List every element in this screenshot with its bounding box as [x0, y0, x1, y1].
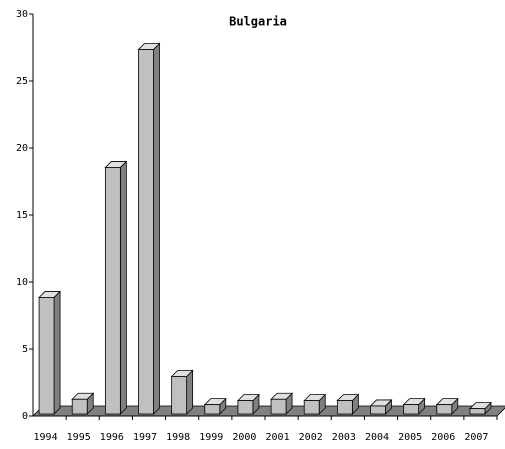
bar-side	[119, 160, 127, 415]
x-tick-label: 2004	[365, 432, 389, 443]
y-tick-label: 25	[16, 76, 28, 87]
x-tick-label: 1998	[166, 432, 190, 443]
bar	[204, 404, 221, 415]
y-tick-label: 10	[16, 277, 28, 288]
x-tick-label: 2005	[398, 432, 422, 443]
bar	[138, 49, 154, 415]
bar	[469, 408, 486, 415]
bar	[436, 404, 453, 415]
x-tick-label: 2007	[464, 432, 488, 443]
y-tick-label: 0	[22, 411, 28, 422]
x-tick-label: 1997	[133, 432, 157, 443]
x-tick-label: 2001	[266, 432, 290, 443]
x-tick-label: 2003	[332, 432, 356, 443]
x-tick-label: 1994	[34, 432, 58, 443]
bar	[104, 167, 121, 415]
x-tick-label: 2002	[299, 432, 323, 443]
x-tick-label: 2006	[431, 432, 455, 443]
y-tick-label: 5	[22, 344, 28, 355]
bar	[270, 398, 287, 415]
bar-side	[186, 369, 194, 415]
bar	[303, 400, 320, 415]
x-tick-label: 1996	[100, 432, 124, 443]
bar	[237, 400, 254, 415]
bar	[171, 376, 188, 415]
x-tick-label: 1995	[67, 432, 91, 443]
bar	[403, 404, 420, 415]
bar	[336, 400, 353, 415]
bar-side	[153, 42, 160, 415]
x-tick-label: 2000	[232, 432, 256, 443]
y-tick-label: 30	[16, 9, 28, 20]
bar	[370, 405, 386, 415]
bar	[38, 297, 55, 415]
bar	[71, 398, 88, 415]
chart-title: Bulgaria	[229, 15, 287, 29]
floor	[32, 405, 505, 417]
y-tick-label: 20	[16, 143, 28, 154]
bar-side	[53, 290, 61, 415]
y-tick-label: 15	[16, 210, 28, 221]
x-tick-label: 1999	[199, 432, 223, 443]
